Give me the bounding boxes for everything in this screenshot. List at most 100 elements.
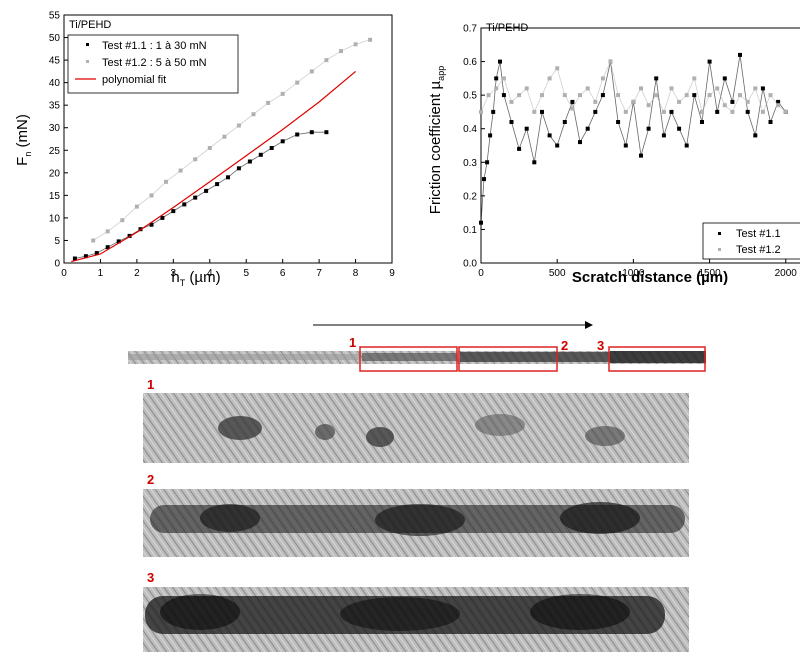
left-panel-label: Ti/PEHD xyxy=(69,19,111,31)
right-x-tick-label: 1000 xyxy=(622,268,645,279)
zoom-2-debris-a xyxy=(200,504,260,532)
left-x-tick-label: 9 xyxy=(389,268,395,279)
right-y-tick-label: 0.7 xyxy=(463,24,477,35)
zoom-1-debris-e xyxy=(585,426,625,446)
zoom-label-3: 3 xyxy=(147,570,154,585)
right-x-tick-label: 500 xyxy=(549,268,566,279)
left-series-marks xyxy=(71,37,373,263)
left-legend-box xyxy=(67,34,239,94)
region-box-3 xyxy=(608,346,706,372)
zoom-label-2: 2 xyxy=(147,472,154,487)
right-legend: Test #1.1 Test #1.2 xyxy=(702,222,800,260)
scratch-track-light xyxy=(128,354,360,360)
left-fit-line-polynomial-fit xyxy=(71,70,356,263)
right-ylabel-sub: app xyxy=(436,66,446,81)
zoom-2-debris-b xyxy=(375,504,465,536)
right-x-tick-label: 2000 xyxy=(775,268,798,279)
zoom-1-debris-c xyxy=(366,427,394,447)
left-x-tick-label: 0 xyxy=(61,268,67,279)
left-x-tick-label: 2 xyxy=(134,268,140,279)
left-xlabel-main: h xyxy=(171,269,179,286)
right-trace-test-1-2 xyxy=(480,60,787,114)
left-ylabel-main: F xyxy=(14,157,31,166)
right-trace-test-1-1 xyxy=(480,54,787,223)
left-y-tick-label: 45 xyxy=(49,56,61,67)
left-y-tick-label: 40 xyxy=(49,78,61,89)
right-y-tick-label: 0.1 xyxy=(463,225,477,236)
scratch-track-dark-3 xyxy=(610,351,706,363)
legend-label-polynomial-fit: polynomial fit xyxy=(102,74,166,86)
left-xlabel-sub: T xyxy=(180,278,186,288)
left-y-tick-label: 0 xyxy=(54,259,60,270)
right-y-tick-label: 0.4 xyxy=(463,124,477,135)
zoom-3-debris-c xyxy=(530,594,630,630)
region-label-3: 3 xyxy=(597,338,604,353)
right-x-tick-label: 0 xyxy=(478,268,484,279)
region-label-2: 2 xyxy=(561,338,568,353)
right-legend-box xyxy=(702,222,800,260)
right-y-tick-label: 0.6 xyxy=(463,57,477,68)
left-y-tick-label: 15 xyxy=(49,191,61,202)
left-xlabel: hT (µm) xyxy=(171,269,220,288)
zoom-image-1: 1 xyxy=(143,377,689,463)
region-box-1 xyxy=(359,346,458,372)
zoom-1-debris-b xyxy=(315,424,335,440)
right-y-tick-label: 0.0 xyxy=(463,259,477,270)
right-axis-ticks: 0 500 1000 1500 2000 0.0 0.1 0.2 0.3 0.4 0.5 0.6 0.7 xyxy=(463,24,797,280)
left-x-tick-label: 4 xyxy=(207,268,213,279)
legend-label-test-1-2: Test #1.2 : 5 à 50 mN xyxy=(102,57,207,69)
zoom-image-2: 2 xyxy=(143,472,689,557)
zoom-3-debris-b xyxy=(340,597,460,631)
left-ylabel: Fn (mN) xyxy=(14,114,33,166)
arrow-head xyxy=(585,321,593,329)
region-label-1: 1 xyxy=(349,335,356,350)
right-xlabel: Scratch distance (µm) xyxy=(572,269,728,286)
left-x-tick-label: 7 xyxy=(316,268,322,279)
scratch-direction-arrow xyxy=(313,321,593,329)
zoom-image-3: 3 xyxy=(143,570,689,652)
chart-friction-vs-distance: 0 500 1000 1500 2000 0.0 0.1 0.2 0.3 0.4 0.5 0.6 0.7… xyxy=(427,22,800,286)
left-y-tick-label: 25 xyxy=(49,146,61,157)
scratch-track-dark-2 xyxy=(460,352,610,362)
right-ylabel-group: Friction coefficient µapp xyxy=(427,66,446,214)
right-x-tick-label: 1500 xyxy=(698,268,721,279)
left-x-tick-label: 1 xyxy=(98,268,104,279)
legend-marker-right-test-1-1 xyxy=(718,232,721,235)
zoom-3-debris-a xyxy=(160,594,240,630)
zoom-label-1: 1 xyxy=(147,377,154,392)
left-ylabel-sub: n xyxy=(23,152,33,157)
right-panel-label: Ti/PEHD xyxy=(486,22,528,34)
legend-label-test-1-1: Test #1.1 : 1 à 30 mN xyxy=(102,40,207,52)
left-legend: Test #1.1 : 1 à 30 mN Test #1.2 : 5 à 50… xyxy=(67,34,239,94)
right-y-tick-label: 0.2 xyxy=(463,191,477,202)
left-x-tick-label: 6 xyxy=(280,268,286,279)
right-y-tick-label: 0.3 xyxy=(463,158,477,169)
left-y-tick-label: 20 xyxy=(49,168,61,179)
zoom-1-debris-a xyxy=(218,416,262,440)
left-x-tick-label: 8 xyxy=(353,268,359,279)
legend-marker-test-1-1 xyxy=(86,43,89,46)
right-ylabel-main: Friction coefficient µ xyxy=(427,80,444,214)
region-box-2 xyxy=(458,346,558,372)
left-y-tick-label: 55 xyxy=(49,11,61,22)
legend-label-right-test-1-2: Test #1.2 xyxy=(736,244,781,256)
left-y-tick-label: 5 xyxy=(54,236,60,247)
legend-marker-right-test-1-2 xyxy=(718,248,721,251)
zoom-1-debris-d xyxy=(475,414,525,436)
left-x-tick-label: 3 xyxy=(171,268,177,279)
right-ylabel: Friction coefficient µapp xyxy=(427,66,446,214)
left-y-tick-label: 35 xyxy=(49,101,61,112)
left-y-tick-label: 50 xyxy=(49,33,61,44)
left-trace-test-1-2-5-50-mn xyxy=(92,39,371,241)
scratch-track-overview: 1 2 3 xyxy=(128,335,706,372)
left-xlabel-unit: (µm) xyxy=(185,269,220,286)
zoom-2-debris-c xyxy=(560,502,640,534)
left-x-tick-label: 5 xyxy=(243,268,249,279)
right-series-marks xyxy=(479,52,788,225)
left-ylabel-unit: (mN) xyxy=(14,114,31,152)
left-y-tick-label: 10 xyxy=(49,213,61,224)
left-trace-test-1-1-1-30-mn xyxy=(74,131,327,259)
legend-label-right-test-1-1: Test #1.1 xyxy=(736,228,781,240)
scratch-track-dark-1 xyxy=(362,353,457,361)
